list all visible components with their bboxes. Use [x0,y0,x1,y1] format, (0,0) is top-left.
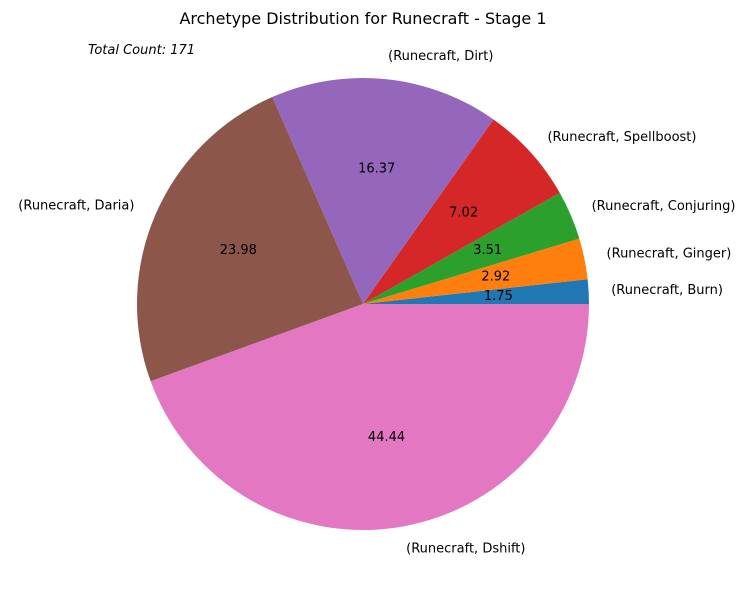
pie-slice [137,97,363,382]
pie-slice [150,304,590,531]
pie-slice [363,279,589,304]
slice-value-label: 1.75 [484,289,513,304]
slice-category-label: (Runecraft, Dshift) [406,541,525,556]
slice-category-label: (Runecraft, Dirt) [388,49,493,64]
slice-value-label: 23.98 [220,243,257,258]
slice-category-label: (Runecraft, Spellboost) [547,130,696,145]
pie-slice [272,78,494,304]
chart-title: Archetype Distribution for Runecraft - S… [179,9,546,28]
total-count-annotation: Total Count: 171 [88,43,195,58]
pie-slice [363,119,560,304]
pie-slice [363,238,588,304]
slice-category-label: (Runecraft, Daria) [18,199,134,214]
pie-slices [137,78,590,531]
pie-slice [363,192,580,304]
slice-value-label: 7.02 [449,206,478,221]
slice-value-label: 2.92 [481,269,510,284]
slice-value-label: 3.51 [473,243,502,258]
slice-value-label: 44.44 [368,430,405,445]
slice-category-label: (Runecraft, Burn) [611,283,723,298]
slice-category-label: (Runecraft, Conjuring) [592,199,736,214]
pie-labels: (Runecraft, Burn) 1.75 (Runecraft, Ginger)… [18,49,735,556]
slice-value-label: 16.37 [358,162,395,177]
slice-category-label: (Runecraft, Ginger) [607,247,732,262]
